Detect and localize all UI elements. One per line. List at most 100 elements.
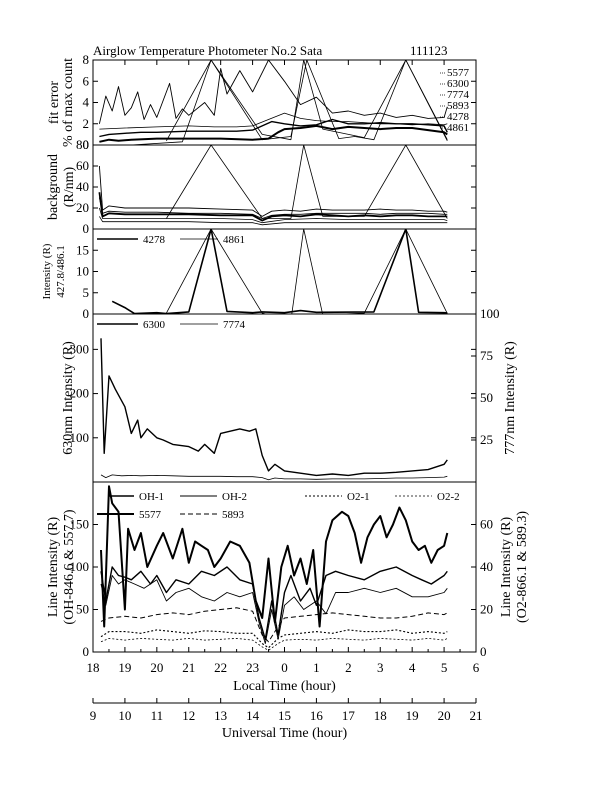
x-tick-label-ut: 17 [342, 708, 356, 723]
series-group [98, 145, 448, 226]
legend-label: 6300 [143, 319, 166, 331]
y-tick-label: 50 [76, 602, 89, 617]
y-axis-label: 630nm Intensity (R) [61, 341, 76, 455]
x-tick-label-local: 3 [377, 660, 384, 675]
legend-label: 5577 [139, 509, 162, 521]
x-tick-label-local: 21 [182, 660, 195, 675]
panel-background: 0 20 40 60 80 background (R/nm) [46, 137, 477, 236]
x-tick-label-local: 1 [313, 660, 320, 675]
figure-title: Airglow Temperature Photometer No.2 Sata [93, 43, 323, 58]
legend-label: OH-1 [139, 491, 164, 503]
y-tick-label: 100 [70, 430, 90, 445]
x-tick-label-ut: 12 [182, 708, 195, 723]
series-line-c [98, 197, 448, 219]
y-right-tick-label: 60 [480, 517, 493, 532]
series-group [100, 485, 449, 651]
y-right-tick-label: 50 [480, 390, 493, 405]
series-line-5893 [99, 112, 448, 130]
y-right-tick-label: 20 [480, 602, 493, 617]
y-axis-label: 427.8/486.1 [55, 245, 67, 298]
y-tick-label: 15 [76, 242, 89, 257]
legend: OH-1 OH-2 O2-1 O2-2 5577 5893 [97, 491, 460, 521]
series-group [111, 229, 448, 314]
x-tick-label-ut: 16 [310, 708, 324, 723]
legend-label: O2-1 [347, 491, 370, 503]
x-axis-label-ut: Universal Time (hour) [222, 726, 348, 741]
x-tick-label-ut: 18 [374, 708, 387, 723]
x-tick-label-ut: 10 [118, 708, 131, 723]
panel-blue_lines: 0 5 10 15 Intensity (R) 427.8/486.1 4278 4861 [41, 228, 477, 321]
x-axis-label-local: Local Time (hour) [233, 679, 336, 694]
y-right-tick-label: 40 [480, 559, 493, 574]
x-tick-label-local: 0 [281, 660, 288, 675]
y-tick-label: 100 [70, 559, 90, 574]
y-axis-label-right: 777nm Intensity (R) [503, 341, 518, 455]
y-tick-label: 4 [83, 95, 90, 110]
series-group [98, 60, 448, 145]
series-line-OH-1 [100, 566, 448, 640]
series-line-5893 [100, 607, 448, 643]
x-tick-label-ut: 20 [438, 708, 451, 723]
y-axis-label: (OH-846.6 & 557.7) [62, 509, 77, 624]
y-axis-label: Line Intensity (R) [46, 517, 61, 618]
y-axis-label: background [46, 154, 61, 220]
series-line-7774 [98, 60, 448, 124]
series-line-d [99, 207, 448, 224]
series-line-e [99, 216, 448, 226]
legend-label: 7774 [223, 319, 246, 331]
legend-label: 6300 [447, 78, 470, 90]
panel-frame [92, 481, 477, 653]
x-tick-label-local: 2 [345, 660, 352, 675]
series-line-4278 [131, 60, 448, 145]
y-axis-label: Intensity (R) [41, 243, 53, 299]
legend-label: 4278 [143, 234, 166, 246]
legend-label: 4861 [447, 122, 469, 134]
x-tick-label-local: 22 [214, 660, 227, 675]
series-line-b [98, 165, 448, 217]
x-tick-label-ut: 9 [90, 708, 97, 723]
x-tick-label-ut: 19 [406, 708, 419, 723]
y-tick-label: 2 [83, 116, 90, 131]
series-line-f [166, 145, 448, 219]
series-line-a [98, 192, 448, 222]
x-tick-label-local: 23 [246, 660, 259, 675]
legend-label: 4278 [447, 111, 470, 123]
x-tick-label-local: 20 [150, 660, 163, 675]
y-right-tick-label: 100 [480, 306, 500, 321]
panel-frame [92, 313, 477, 483]
x-tick-label-ut: 13 [214, 708, 227, 723]
legend-label: 5893 [447, 100, 470, 112]
legend-label: 4861 [223, 234, 245, 246]
x-tick-label-local: 4 [409, 660, 416, 675]
x-tick-label-local: 6 [473, 660, 480, 675]
y-tick-label: 0 [83, 306, 90, 321]
series-line-5577 [99, 124, 448, 143]
y-tick-label: 6 [83, 73, 90, 88]
y-right-tick-label: 0 [480, 644, 487, 659]
legend-label: OH-2 [222, 491, 247, 503]
y-tick-label: 300 [70, 341, 90, 356]
series-line-O2-1 [100, 629, 448, 649]
x-tick-label-ut: 14 [246, 708, 260, 723]
y-tick-label: 5 [83, 285, 90, 300]
legend: 6300 7774 [97, 319, 246, 331]
series-line-4861 [166, 60, 448, 141]
x-tick-label-ut: 15 [278, 708, 291, 723]
y-tick-label: 8 [83, 52, 90, 67]
series-line-6300 [100, 338, 448, 477]
x-tick-label-local: 19 [118, 660, 131, 675]
x-tick-label-ut: 21 [470, 708, 483, 723]
series-line-4278 [111, 229, 448, 314]
y-axis-label-right: Line Intensity (R) [499, 517, 514, 618]
y-tick-label: 20 [76, 200, 89, 215]
y-tick-label: 40 [76, 179, 89, 194]
y-tick-label: 10 [76, 264, 89, 279]
y-axis-label-right: (O2-866.1 & 589.3) [515, 511, 530, 623]
series-line-5577 [100, 485, 449, 628]
series-line-7774 [100, 474, 448, 481]
legend-label: 5893 [222, 509, 245, 521]
figure-date: 111123 [410, 43, 448, 58]
